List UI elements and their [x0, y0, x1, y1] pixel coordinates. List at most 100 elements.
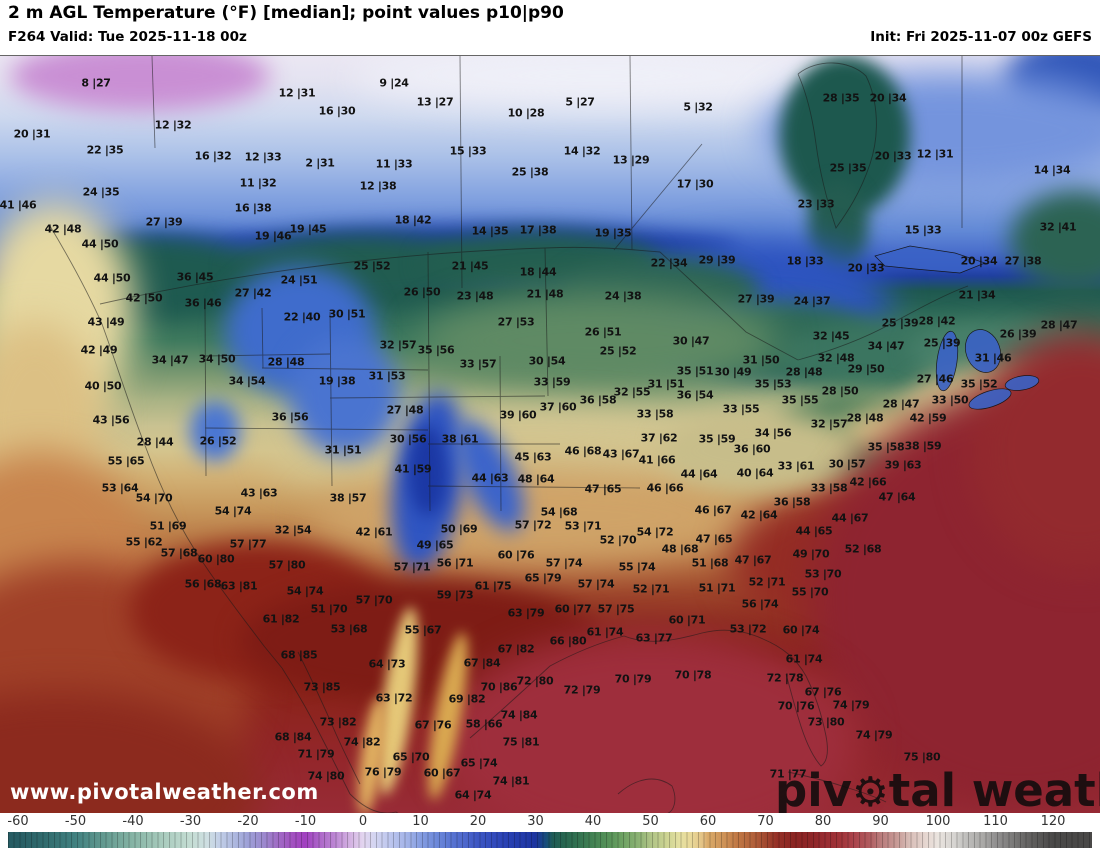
point-value: 13 |29 — [612, 153, 650, 167]
point-value: 30 |47 — [672, 334, 710, 348]
point-value: 65 |79 — [524, 571, 562, 585]
point-value: 61 |74 — [586, 625, 624, 639]
point-value: 18 |33 — [786, 254, 824, 268]
point-value: 48 |64 — [517, 472, 555, 486]
point-value: 15 |33 — [904, 223, 942, 237]
point-value: 19 |45 — [289, 222, 327, 236]
point-value: 28 |48 — [846, 411, 884, 425]
point-value: 57 |68 — [160, 546, 198, 560]
field-colorado-core — [408, 426, 448, 516]
point-value: 35 |58 — [867, 440, 905, 454]
point-value: 12 |33 — [244, 150, 282, 164]
point-value: 55 |62 — [125, 535, 163, 549]
point-value: 28 |42 — [918, 314, 956, 328]
point-value: 12 |31 — [916, 147, 954, 161]
point-value: 74 |79 — [855, 728, 893, 742]
point-value: 32 |57 — [810, 417, 848, 431]
point-value: 55 |74 — [618, 560, 656, 574]
point-value: 58 |66 — [465, 717, 503, 731]
point-value: 64 |73 — [368, 657, 406, 671]
northeast-border — [797, 285, 969, 361]
point-value: 32 |55 — [613, 385, 651, 399]
point-value: 49 |70 — [792, 547, 830, 561]
point-value: 27 |38 — [1004, 254, 1042, 268]
field-saltlake-blue — [190, 401, 240, 461]
point-value: 54 |70 — [135, 491, 173, 505]
colorbar: -60 -50 -40 -30 -20 -10 0 10 20 30 40 50 60 70 80 90 100… — [0, 813, 1100, 850]
point-value: 28 |35 — [822, 91, 860, 105]
valid-time-label: F264 Valid: Tue 2025-11-18 00z — [8, 29, 247, 45]
point-value: 71 |79 — [297, 747, 335, 761]
point-value: 16 |32 — [194, 149, 232, 163]
point-value: 32 |54 — [274, 523, 312, 537]
point-value: 14 |32 — [563, 144, 601, 158]
point-value: 16 |38 — [234, 201, 272, 215]
header: 2 m AGL Temperature (°F) [median]; point… — [0, 0, 1100, 55]
point-value: 72 |79 — [563, 683, 601, 697]
lake-huron — [964, 329, 1002, 373]
point-value: 46 |67 — [694, 503, 732, 517]
point-value: 25 |39 — [881, 316, 919, 330]
point-value: 9 |24 — [379, 76, 409, 90]
point-value: 34 |56 — [754, 426, 792, 440]
point-value: 61 |82 — [262, 612, 300, 626]
map-title: 2 m AGL Temperature (°F) [median]; point… — [8, 3, 564, 23]
state-line-6 — [544, 247, 549, 397]
point-value: 11 |32 — [239, 176, 277, 190]
point-value: 31 |46 — [974, 351, 1012, 365]
point-value: 36 |54 — [676, 388, 714, 402]
point-value: 45 |63 — [514, 450, 552, 464]
point-value: 52 |71 — [632, 582, 670, 596]
coastline-west — [49, 225, 283, 669]
point-value: 57 |74 — [577, 577, 615, 591]
point-value: 40 |50 — [84, 379, 122, 393]
point-value: 33 |50 — [931, 393, 969, 407]
point-value: 57 |70 — [355, 593, 393, 607]
point-value: 24 |51 — [280, 273, 318, 287]
point-value: 26 |52 — [199, 434, 237, 448]
point-value: 33 |58 — [636, 407, 674, 421]
field-arctic-white — [350, 56, 850, 106]
point-value: 35 |56 — [417, 343, 455, 357]
point-value: 56 |74 — [741, 597, 779, 611]
point-value: 31 |51 — [324, 443, 362, 457]
point-value: 72 |78 — [766, 671, 804, 685]
point-value: 67 |82 — [497, 642, 535, 656]
point-value: 2 |31 — [305, 156, 335, 170]
colorbar-tick: 70 — [757, 814, 774, 829]
lake-erie — [968, 388, 1012, 410]
point-value: 28 |44 — [136, 435, 174, 449]
point-value: 39 |63 — [884, 458, 922, 472]
point-value: 14 |35 — [471, 224, 509, 238]
point-value: 26 |50 — [403, 285, 441, 299]
us-canada-border — [99, 246, 661, 305]
point-value: 38 |61 — [441, 432, 479, 446]
point-value: 25 |38 — [511, 165, 549, 179]
point-value: 42 |48 — [44, 222, 82, 236]
point-value: 59 |73 — [436, 588, 474, 602]
point-value: 34 |47 — [151, 353, 189, 367]
province-line-2 — [459, 56, 463, 289]
point-value: 42 |61 — [355, 525, 393, 539]
point-value: 57 |80 — [268, 558, 306, 572]
field-gulf-crimson — [440, 631, 860, 814]
point-value: 28 |50 — [821, 384, 859, 398]
point-value: 27 |46 — [916, 372, 954, 386]
watermark-url: www.pivotalweather.com — [10, 780, 319, 804]
point-value: 55 |65 — [107, 454, 145, 468]
point-value: 36 |45 — [176, 270, 214, 284]
point-value: 61 |75 — [474, 579, 512, 593]
point-value: 19 |38 — [318, 374, 356, 388]
point-value: 53 |71 — [564, 519, 602, 533]
baja-outer — [281, 667, 351, 795]
point-value: 19 |35 — [594, 226, 632, 240]
point-value: 17 |30 — [676, 177, 714, 191]
point-value: 50 |69 — [440, 522, 478, 536]
point-value: 42 |59 — [909, 411, 947, 425]
point-value: 12 |38 — [359, 179, 397, 193]
gear-icon: ⚙ — [851, 768, 889, 815]
point-value: 11 |33 — [375, 157, 413, 171]
point-value: 44 |50 — [93, 271, 131, 285]
point-value: 68 |85 — [280, 648, 318, 662]
colorbar-tick: 110 — [983, 814, 1008, 829]
